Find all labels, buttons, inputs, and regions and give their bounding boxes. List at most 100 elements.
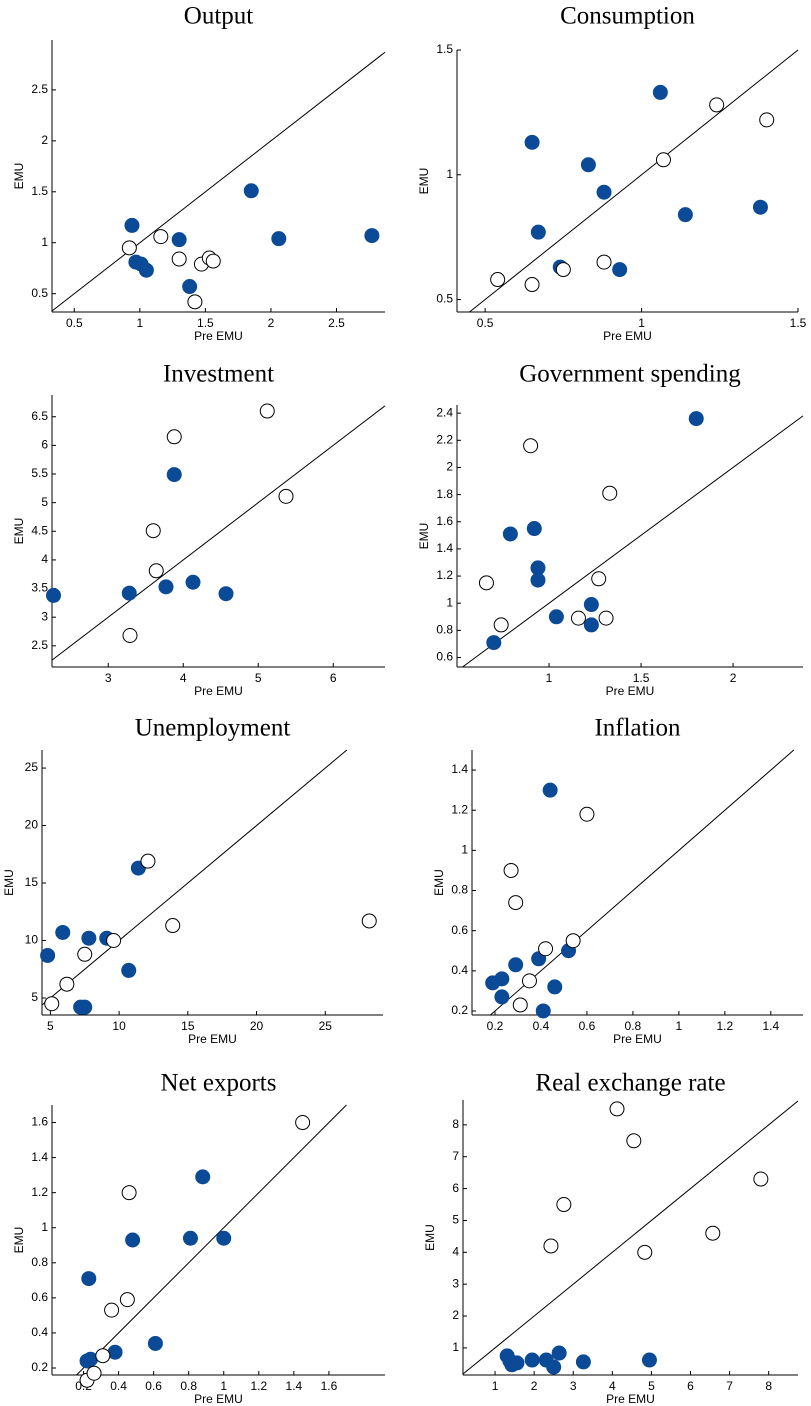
y-tick-label: 1 [446,167,453,181]
scatter-point [77,999,93,1015]
y-tick-label: 20 [25,818,39,832]
x-tick-label: 6 [330,671,337,685]
identity-line [41,749,348,1006]
y-tick-label: 6 [452,1181,459,1195]
scatter-point [524,134,540,150]
subplot-title: Output [184,3,254,30]
y-axis-label: EMU [423,1224,437,1251]
y-tick-label: 0.8 [31,1255,48,1269]
y-tick-label: 0.6 [31,1290,48,1304]
x-tick-label: 1 [492,1379,499,1393]
subplot-title: Consumption [560,3,695,30]
y-tick-label: 1 [446,595,453,609]
y-axis-label: EMU [12,1227,26,1254]
scatter-point [570,610,586,626]
identity-line [462,1100,799,1375]
scatter-point [95,1348,111,1364]
x-tick-label: 1 [136,316,143,330]
y-tick-label: 1.6 [436,514,453,528]
y-tick-label: 3 [452,1276,459,1290]
x-tick-label: 25 [319,1019,333,1033]
y-tick-label: 2 [446,460,453,474]
x-tick-label: 2.5 [328,316,345,330]
x-axis-label: Pre EMU [606,684,655,698]
scatter-point [535,1003,551,1019]
x-tick-label: 1 [638,316,645,330]
scatter-point [121,1185,137,1201]
scatter-point [187,294,203,310]
x-tick-label: 0.4 [110,1379,127,1393]
scatter-point [546,1359,562,1375]
x-tick-label: 20 [250,1019,264,1033]
y-tick-label: 2 [452,1308,459,1322]
scatter-point [547,979,563,995]
y-tick-label: 0.4 [451,963,468,977]
scatter-point [478,575,494,591]
y-tick-label: 1.5 [436,42,453,56]
scatter-point [166,429,182,445]
x-tick-label: 5 [648,1379,655,1393]
scatter-point [158,579,174,595]
x-tick-label: 0.8 [625,1019,642,1033]
x-tick-label: 7 [726,1379,733,1393]
x-tick-label: 0.8 [180,1379,197,1393]
y-tick-label: 1.4 [436,541,453,555]
x-axis-label: Pre EMU [613,1032,662,1046]
x-tick-label: 1.5 [197,316,214,330]
scatter-point [216,1230,232,1246]
scatter-point [493,617,509,633]
scatter-point [171,232,187,248]
scatter-point [295,1115,311,1131]
scatter-point [486,635,502,651]
y-tick-label: 1.8 [436,487,453,501]
scatter-point [542,782,558,798]
x-tick-label: 2 [730,671,737,685]
y-tick-label: 0.5 [31,286,48,300]
x-tick-label: 1.5 [790,316,807,330]
y-tick-label: 3 [41,609,48,623]
scatter-point [124,217,140,233]
scatter-point [81,1271,97,1287]
scatter-point [502,526,518,542]
scatter-point [171,251,187,267]
scatter-point [121,585,137,601]
x-tick-label: 1.5 [633,671,650,685]
y-tick-label: 5.5 [31,466,48,480]
subplot-title: Net exports [161,1070,277,1097]
scatter-point [753,1171,769,1187]
x-tick-label: 0.2 [487,1019,504,1033]
y-tick-label: 1.5 [31,184,48,198]
y-tick-label: 2.5 [31,82,48,96]
x-tick-label: 1.4 [286,1379,303,1393]
y-tick-label: 0.8 [451,883,468,897]
y-tick-label: 15 [25,875,39,889]
y-tick-label: 6 [41,438,48,452]
scatter-point [140,853,156,869]
scatter-point [512,997,528,1013]
scatter-point [609,1101,625,1117]
scatter-point [543,1238,559,1254]
x-axis-label: Pre EMU [606,1392,655,1406]
scatter-point [166,467,182,483]
x-axis-label: Pre EMU [194,329,243,343]
y-tick-label: 1 [41,235,48,249]
scatter-point [77,946,93,962]
y-tick-label: 5 [31,990,38,1004]
scatter-point [205,253,221,269]
scatter-point [494,971,510,987]
scatter-point [364,228,380,244]
scatter-point [596,254,612,270]
x-tick-label: 1.2 [250,1379,267,1393]
y-tick-label: 1 [41,1220,48,1234]
identity-line [51,51,386,312]
scatter-point [530,224,546,240]
scatter-point [688,411,704,427]
scatter-point [195,1169,211,1185]
x-tick-label: 5 [47,1019,54,1033]
y-tick-label: 0.6 [451,923,468,937]
x-tick-label: 6 [687,1379,694,1393]
x-tick-label: 4 [180,671,187,685]
y-tick-label: 3.5 [31,581,48,595]
scatter-point [524,277,540,293]
